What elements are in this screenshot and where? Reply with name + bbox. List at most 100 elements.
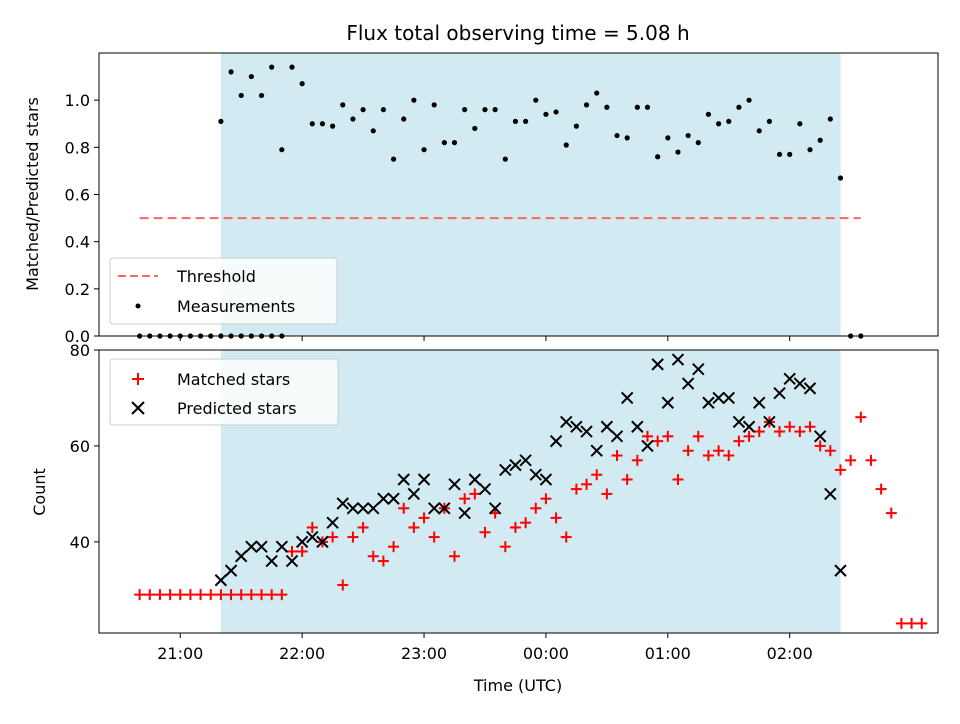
matched-star-point xyxy=(286,545,298,557)
top-y-axis: 0.0 0.2 0.4 0.6 0.8 1.0 xyxy=(65,91,99,346)
matched-star-point xyxy=(154,589,166,601)
measurement-point xyxy=(604,104,610,110)
bottom-y-axis: 40 60 80 xyxy=(70,341,99,552)
measurement-point xyxy=(685,132,691,139)
predicted-star-point xyxy=(824,487,837,501)
bottom-legend: Matched stars Predicted stars xyxy=(109,358,339,426)
matched-star-point xyxy=(347,531,359,543)
predicted-star-point xyxy=(407,487,421,501)
legend-measurements-label: Measurements xyxy=(177,297,295,316)
matched-star-point xyxy=(611,450,623,462)
predicted-star-point xyxy=(499,463,512,477)
matched-star-point xyxy=(449,550,461,562)
x-tick-label: 00:00 xyxy=(523,644,569,663)
predicted-star-point xyxy=(509,458,522,472)
matched-star-point xyxy=(459,493,471,505)
y-tick-label: 40 xyxy=(70,533,90,552)
matched-star-point xyxy=(733,435,745,447)
matched-star-point xyxy=(885,507,897,519)
predicted-star-point xyxy=(377,492,390,505)
matched-star-point xyxy=(266,589,278,601)
matched-star-point xyxy=(713,445,725,457)
count-points xyxy=(134,353,928,629)
predicted-star-point xyxy=(580,425,593,438)
measurement-point xyxy=(837,175,844,181)
matched-star-point xyxy=(641,430,653,442)
measurement-point xyxy=(776,151,783,158)
predicted-star-point xyxy=(234,550,248,563)
predicted-star-point xyxy=(295,535,309,549)
predicted-star-point xyxy=(671,353,685,366)
predicted-star-point xyxy=(519,454,532,467)
predicted-star-point xyxy=(753,396,766,409)
predicted-star-point xyxy=(458,506,471,520)
matched-star-point xyxy=(560,531,572,543)
measurement-point xyxy=(269,64,275,70)
predicted-star-point xyxy=(732,415,746,429)
x-tick-label: 02:00 xyxy=(767,644,813,663)
measurement-point xyxy=(411,97,417,103)
predicted-star-point xyxy=(539,473,553,486)
matched-star-point xyxy=(591,469,603,481)
measurement-point xyxy=(665,135,671,141)
measurement-point xyxy=(787,151,793,158)
predicted-star-point xyxy=(265,554,278,568)
matched-star-point xyxy=(743,430,755,442)
matched-star-point xyxy=(895,617,907,629)
predicted-star-point xyxy=(742,420,756,433)
measurement-point xyxy=(766,118,772,124)
matched-star-point xyxy=(256,589,268,601)
x-tick-label: 22:00 xyxy=(279,644,325,663)
predicted-star-point xyxy=(488,502,502,515)
top-legend-box xyxy=(109,257,338,325)
chart-title: Flux total observing time = 5.08 h xyxy=(346,21,689,45)
measurement-point xyxy=(228,69,234,75)
predicted-star-point xyxy=(793,377,807,390)
predicted-star-point xyxy=(600,420,614,433)
predicted-star-point xyxy=(387,492,400,505)
predicted-star-point xyxy=(326,516,339,529)
predicted-star-point xyxy=(803,382,817,395)
measurement-point xyxy=(553,109,559,115)
predicted-star-point xyxy=(834,564,847,577)
matched-star-point xyxy=(144,589,156,601)
predicted-star-point xyxy=(245,540,258,553)
x-tick-label: 01:00 xyxy=(645,644,691,663)
measurement-point xyxy=(319,121,326,127)
measurement-point xyxy=(390,156,397,162)
predicted-star-point xyxy=(529,468,542,481)
measurement-point xyxy=(502,156,508,162)
predicted-star-point xyxy=(620,391,634,405)
x-tick-label: 21:00 xyxy=(157,644,203,663)
measurement-point xyxy=(370,128,376,134)
matched-star-point xyxy=(509,521,521,533)
matched-star-point xyxy=(276,589,288,601)
matched-star-point xyxy=(834,464,846,476)
y-tick-label: 1.0 xyxy=(65,91,90,110)
measurement-point xyxy=(736,104,742,110)
top-y-axis-label: Matched/Predicted stars xyxy=(23,97,42,291)
measurement-point xyxy=(614,132,620,139)
bottom-legend-box xyxy=(109,358,339,426)
predicted-star-point xyxy=(356,502,370,515)
matched-star-point xyxy=(601,488,613,500)
bottom-panel: 40 60 80 21:00 22:00 23:00 00:00 01:00 02:00 Co… xyxy=(30,341,939,695)
predicted-star-point xyxy=(813,430,827,443)
predicted-star-point xyxy=(224,564,238,577)
measurement-point xyxy=(360,107,366,113)
measurement-point xyxy=(726,118,732,124)
matched-star-point xyxy=(672,474,684,486)
y-tick-label: 60 xyxy=(70,437,90,456)
matched-star-point xyxy=(794,426,806,438)
measurement-point xyxy=(218,118,224,124)
bottom-y-axis-label: Count xyxy=(30,468,49,516)
matched-star-point xyxy=(357,521,369,533)
matched-star-point xyxy=(418,512,430,524)
matched-star-point xyxy=(814,440,826,452)
measurement-point xyxy=(583,102,590,108)
matched-star-point xyxy=(215,589,227,601)
matched-star-point xyxy=(530,502,542,514)
predicted-star-point xyxy=(367,502,380,515)
measurement-point xyxy=(797,121,803,127)
